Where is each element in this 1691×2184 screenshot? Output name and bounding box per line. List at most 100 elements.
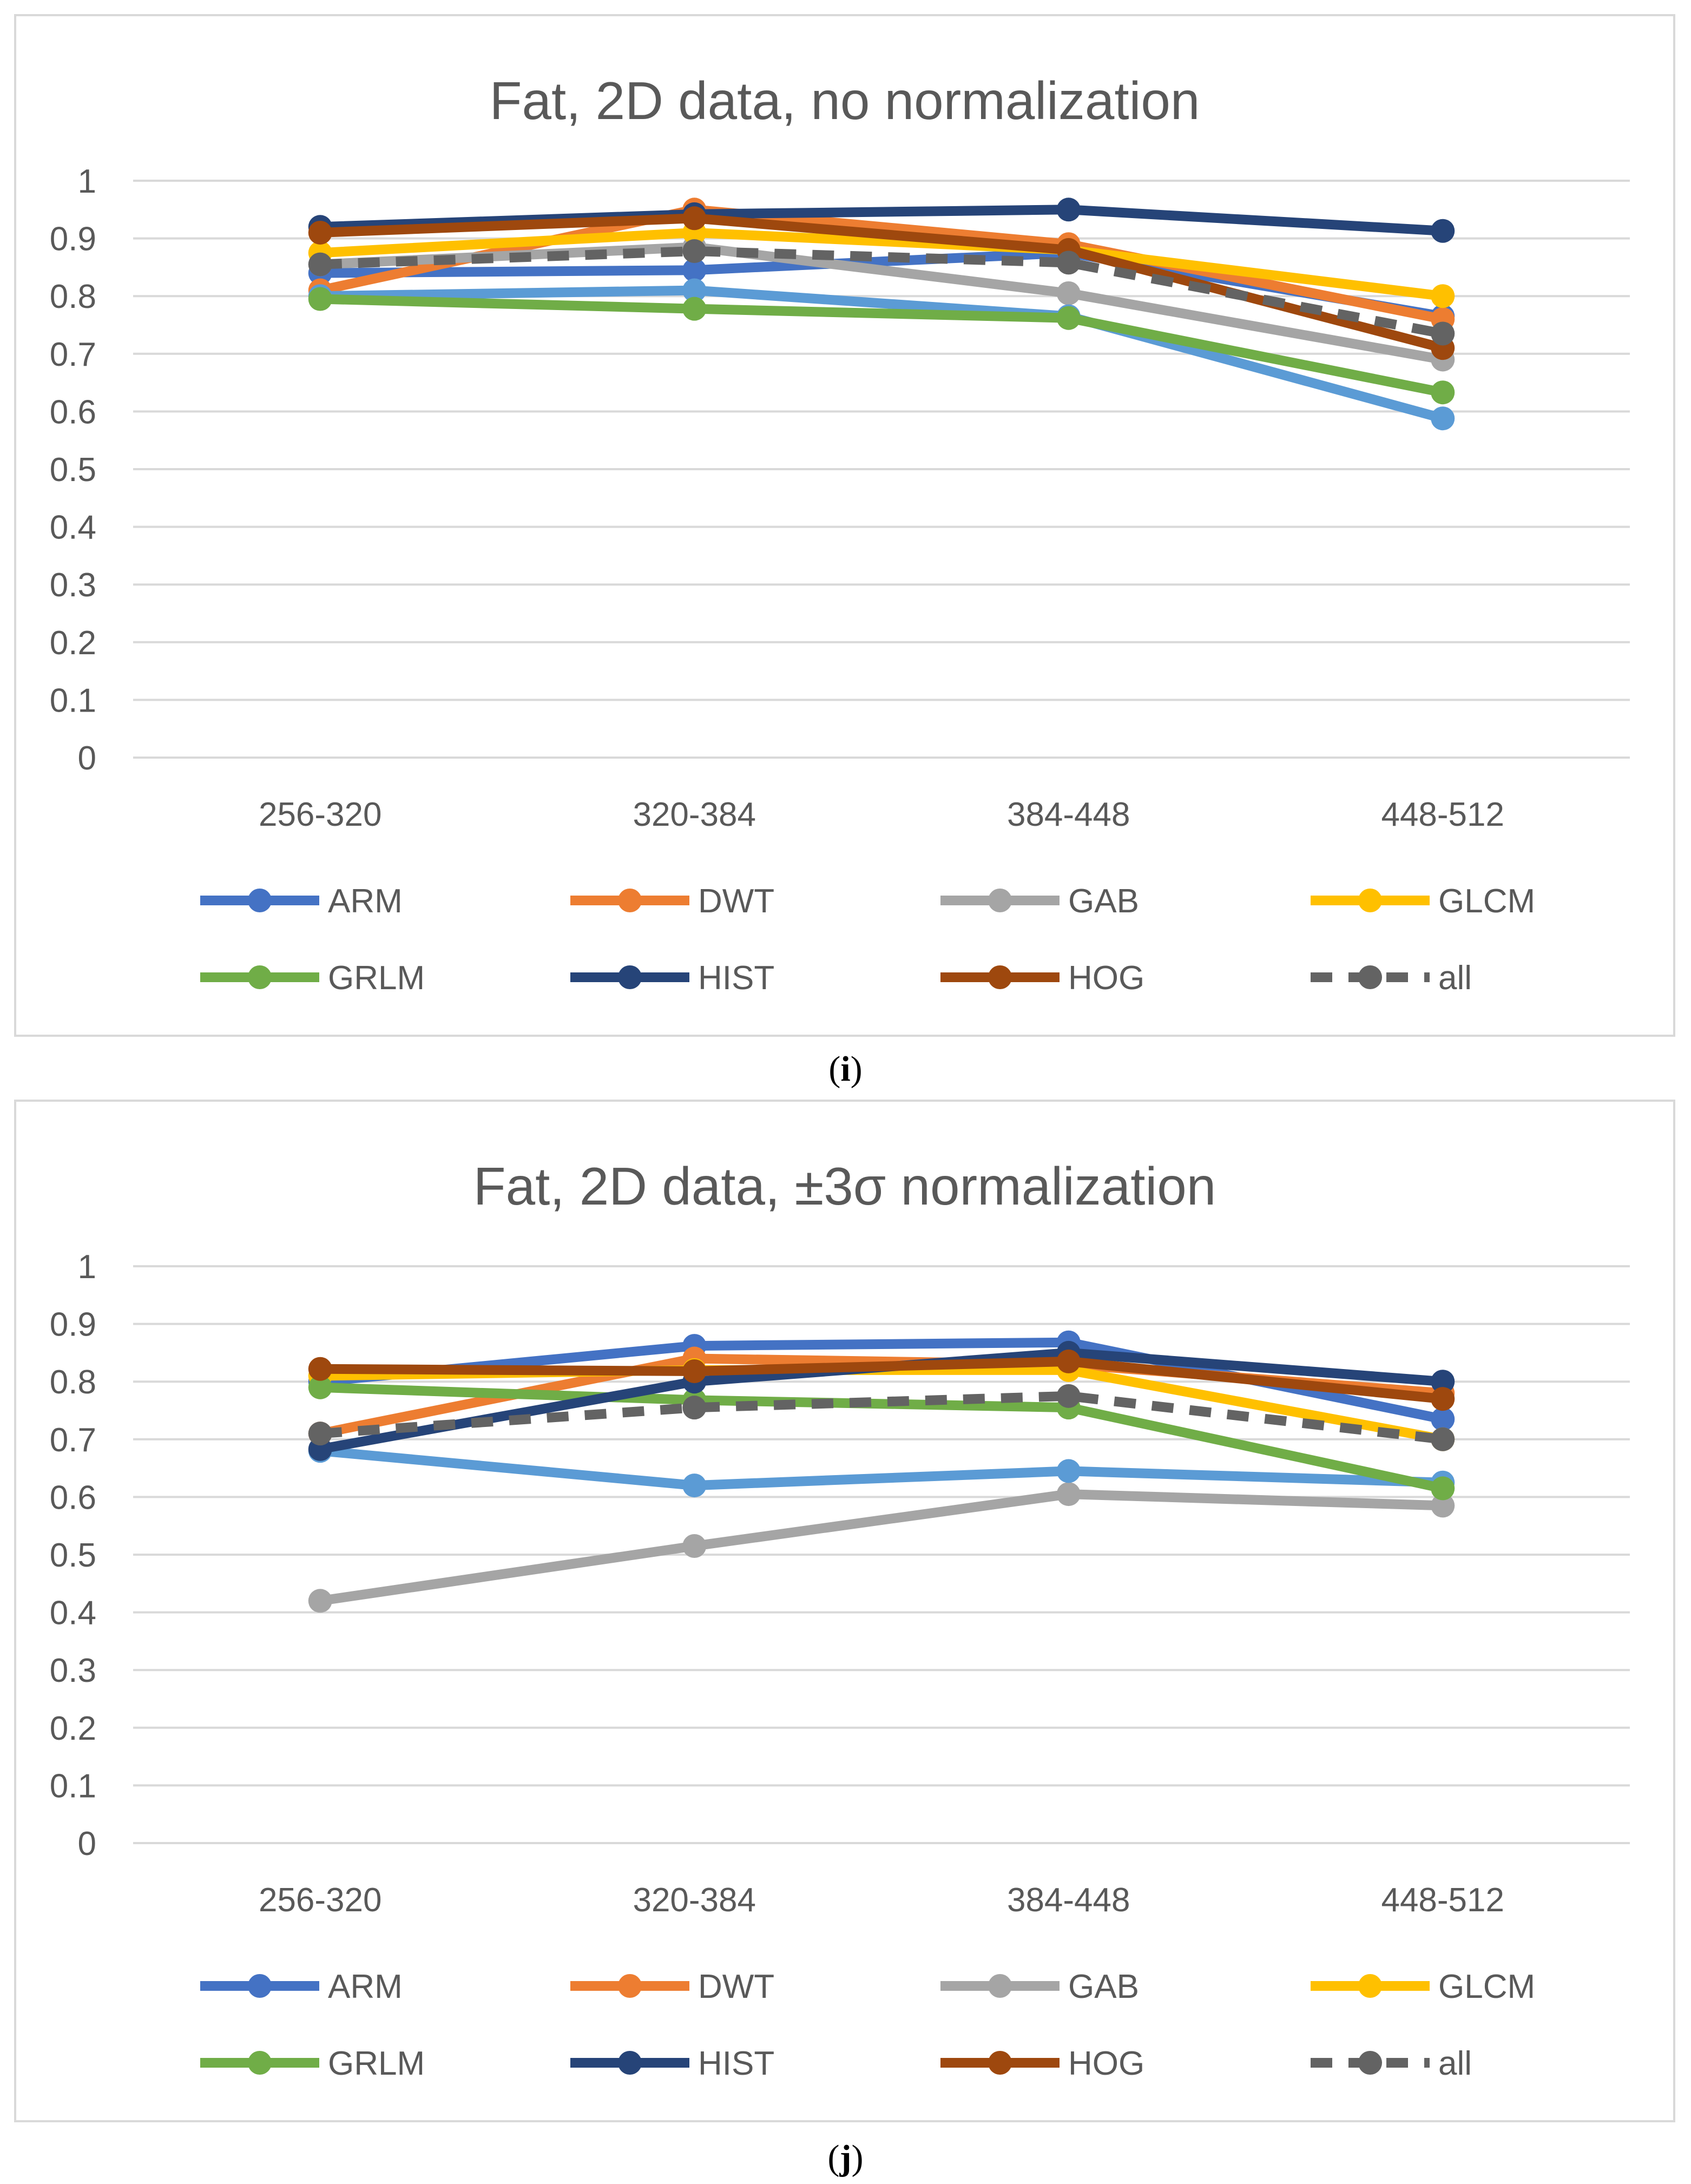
legend-label: ARM (328, 883, 403, 920)
legend-item-hog: HOG (940, 2045, 1144, 2082)
legend-label: GRLM (328, 2045, 425, 2082)
x-tick-label: 384-448 (1007, 1882, 1130, 1919)
series-line-grlm (315, 294, 1448, 398)
legend-label: all (1438, 959, 1472, 997)
legend-label: HOG (1068, 2045, 1144, 2082)
data-point-all (1056, 251, 1081, 275)
chart-panel-i: Fat, 2D data, no normalization 0 0.1 0.2 0.3… (14, 14, 1675, 1037)
caption-j-label: j (839, 2138, 852, 2178)
data-point-gra (682, 1473, 707, 1498)
legend-swatch-marker (1358, 2051, 1382, 2075)
legend-swatch-marker (618, 1974, 642, 1998)
legend-item-arm: ARM (200, 1968, 403, 2005)
legend-swatch-marker (618, 965, 642, 989)
legend-item-glcm: GLCM (1311, 1968, 1535, 2005)
series-line-hist (315, 205, 1448, 236)
x-tick-label: 320-384 (633, 1882, 756, 1919)
x-tick-label: 384-448 (1007, 796, 1130, 833)
legend-label: HOG (1068, 959, 1144, 997)
legend-swatch-marker (248, 889, 272, 912)
caption-j: (j) (827, 2138, 864, 2178)
series-line-hog (315, 213, 1448, 353)
series-gab (308, 1482, 1455, 1613)
y-tick-label: 0.4 (50, 509, 96, 547)
legend-item-grlm: GRLM (200, 2045, 425, 2082)
data-point-gab (682, 1534, 707, 1558)
legend-label: DWT (698, 883, 774, 920)
series-line-gab (315, 242, 1448, 365)
data-point-all (682, 239, 707, 264)
legend-label: GLCM (1438, 883, 1535, 920)
data-point-hist (1431, 1370, 1455, 1394)
legend-item-all: all (1311, 2045, 1472, 2082)
data-point-all (1431, 1427, 1455, 1451)
series-line-gra (315, 1446, 1448, 1491)
data-point-arm (682, 258, 707, 282)
data-point-gab (1431, 1494, 1455, 1518)
legend-swatch-marker (248, 1974, 272, 1998)
y-tick-label: 0.8 (50, 278, 96, 315)
legend-swatch-marker (618, 889, 642, 912)
legend-label: GAB (1068, 1968, 1139, 2005)
data-point-hog (1431, 1387, 1455, 1411)
y-tick-label: 0 (78, 1825, 96, 1863)
data-point-hog (682, 206, 707, 231)
legend-item-hog: HOG (940, 959, 1144, 997)
data-point-grlm (308, 1375, 332, 1399)
y-tick-label: 0 (78, 740, 96, 777)
data-point-grlm (308, 287, 332, 311)
data-point-all (682, 1396, 707, 1420)
legend-item-dwt: DWT (570, 883, 774, 920)
series-line-gra (315, 285, 1448, 424)
y-tick-label: 0.4 (50, 1595, 96, 1632)
series-hog (308, 1349, 1455, 1411)
legend-item-gab: GAB (940, 883, 1139, 920)
y-tick-label: 0.1 (50, 1767, 96, 1805)
legend-item-hist: HIST (570, 2045, 774, 2082)
legend-swatch-marker (988, 1974, 1012, 1998)
data-point-grlm (1431, 1476, 1455, 1501)
data-point-grlm (1056, 306, 1081, 330)
series-all (308, 239, 1455, 346)
legend-swatch-marker (988, 965, 1012, 989)
data-point-gra (1056, 1459, 1081, 1483)
data-point-gab (1056, 1482, 1081, 1507)
data-point-all (1056, 1384, 1081, 1408)
series-line-dwt (315, 205, 1448, 324)
chart-j: Fat, 2D data, ±3σ normalization 0 0.1 0.2 0.… (50, 1156, 1630, 2082)
legend-item-hist: HIST (570, 959, 774, 997)
y-tick-label: 0.2 (50, 1710, 96, 1747)
y-tick-label: 0.9 (50, 1306, 96, 1344)
x-tick-label: 320-384 (633, 796, 756, 833)
chart-title: Fat, 2D data, ±3σ normalization (473, 1156, 1216, 1216)
x-tick-label: 256-320 (259, 796, 382, 833)
chart-i: Fat, 2D data, no normalization 0 0.1 0.2 0.3… (50, 71, 1630, 997)
legend-swatch-marker (1358, 889, 1382, 912)
chart-panel-j: Fat, 2D data, ±3σ normalization 0 0.1 0.2 0.… (14, 1100, 1675, 2122)
x-tick-label: 448-512 (1381, 796, 1504, 833)
series-grlm (308, 287, 1455, 405)
y-tick-label: 0.6 (50, 393, 96, 431)
data-point-gra (1431, 406, 1455, 431)
data-point-all (308, 252, 332, 277)
data-point-hist (1431, 219, 1455, 243)
data-point-hog (308, 1357, 332, 1381)
legend-item-dwt: DWT (570, 1968, 774, 2005)
series-line-grlm (315, 1382, 1448, 1494)
legend-label: GRLM (328, 959, 425, 997)
series-all (308, 1384, 1455, 1451)
legend-label: ARM (328, 1968, 403, 2005)
legend-swatch-marker (988, 889, 1012, 912)
y-tick-label: 0.5 (50, 451, 96, 489)
legend-label: DWT (698, 1968, 774, 2005)
y-tick-label: 0.5 (50, 1537, 96, 1574)
data-point-hist (1056, 198, 1081, 222)
data-point-gab (308, 1589, 332, 1613)
series-line-glcm (315, 227, 1448, 301)
y-tick-label: 0.3 (50, 1652, 96, 1689)
x-tick-label: 448-512 (1381, 1882, 1504, 1919)
y-tick-label: 0.2 (50, 624, 96, 662)
y-tick-label: 0.1 (50, 682, 96, 719)
legend-label: GLCM (1438, 1968, 1535, 2005)
legend-swatch-marker (618, 2051, 642, 2075)
